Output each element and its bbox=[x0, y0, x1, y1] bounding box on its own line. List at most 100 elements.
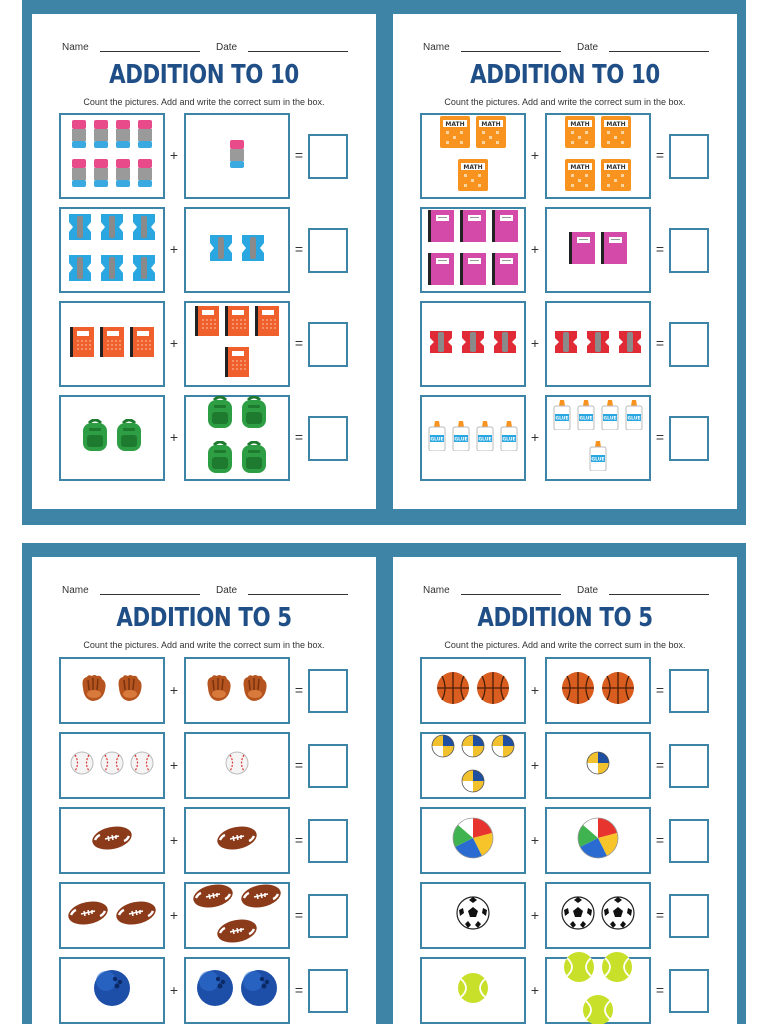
answer-box[interactable] bbox=[669, 818, 709, 863]
tennis-ball-icon bbox=[563, 951, 595, 988]
plus-sign: + bbox=[530, 831, 540, 848]
right-picture-box bbox=[545, 207, 651, 293]
right-picture-box bbox=[545, 882, 651, 949]
plus-sign: + bbox=[169, 241, 179, 257]
answer-box[interactable] bbox=[669, 133, 709, 179]
left-picture-box bbox=[59, 807, 165, 874]
notebook-orange-icon bbox=[255, 306, 279, 341]
bowling-ball-icon bbox=[196, 969, 234, 1012]
svg-text:GLUE: GLUE bbox=[603, 416, 616, 422]
name-field[interactable] bbox=[461, 585, 561, 595]
right-picture-box bbox=[545, 807, 651, 874]
notebook-pink-icon bbox=[460, 210, 486, 247]
sharpener-blue-icon bbox=[208, 233, 234, 268]
baseball-icon bbox=[130, 751, 154, 780]
sharpener-blue-icon bbox=[67, 212, 93, 247]
notebook-pink-icon bbox=[492, 210, 518, 247]
answer-box[interactable] bbox=[308, 743, 348, 788]
football-icon bbox=[67, 901, 109, 930]
left-picture-box bbox=[420, 807, 526, 874]
glue-icon: GLUE bbox=[589, 441, 607, 476]
glue-icon: GLUE bbox=[577, 400, 595, 435]
answer-box[interactable] bbox=[669, 893, 709, 938]
right-picture-box bbox=[184, 882, 290, 949]
glue-icon: GLUE bbox=[553, 400, 571, 435]
worksheet-addition-to-5-right: Name Date ADDITION TO 5 Count the pictures.… bbox=[393, 557, 737, 1024]
name-field[interactable] bbox=[461, 42, 561, 52]
plus-sign: + bbox=[169, 906, 179, 923]
sheet-title: ADDITION TO 5 bbox=[116, 603, 292, 633]
plus-sign: + bbox=[169, 981, 179, 998]
answer-box[interactable] bbox=[308, 133, 348, 179]
notebook-orange-icon bbox=[70, 326, 94, 362]
beach-ball-icon bbox=[452, 817, 494, 864]
beach-ball-icon bbox=[577, 817, 619, 864]
date-field[interactable] bbox=[609, 42, 709, 52]
notebook-pink-icon bbox=[428, 253, 454, 290]
sharpener-blue-icon bbox=[99, 212, 125, 247]
basketball-icon bbox=[436, 671, 470, 710]
basketball-icon bbox=[476, 671, 510, 710]
plus-sign: + bbox=[169, 335, 179, 351]
baseball-glove-icon bbox=[115, 674, 145, 707]
plus-sign: + bbox=[169, 831, 179, 848]
answer-box[interactable] bbox=[669, 227, 709, 273]
answer-box[interactable] bbox=[308, 968, 348, 1013]
answer-box[interactable] bbox=[308, 818, 348, 863]
right-picture-box bbox=[545, 732, 651, 799]
equals-sign: = bbox=[655, 241, 665, 257]
eraser-icon bbox=[71, 120, 87, 153]
svg-text:MATH: MATH bbox=[463, 164, 482, 171]
soccer-ball-icon bbox=[601, 896, 635, 935]
sharpener-red-icon bbox=[585, 329, 611, 360]
svg-text:GLUE: GLUE bbox=[555, 416, 568, 422]
baseball-glove-icon bbox=[79, 674, 109, 707]
instructions: Count the pictures. Add and write the co… bbox=[444, 97, 686, 107]
equals-sign: = bbox=[655, 681, 665, 698]
right-picture-box bbox=[184, 301, 290, 387]
equals-sign: = bbox=[294, 681, 304, 698]
sharpener-blue-icon bbox=[131, 212, 157, 247]
answer-box[interactable] bbox=[308, 321, 348, 367]
left-picture-box bbox=[59, 301, 165, 387]
worksheet-addition-to-10-left: Name Date ADDITION TO 10 Count the pictures… bbox=[32, 14, 376, 509]
sharpener-red-icon bbox=[460, 329, 486, 360]
eraser-icon bbox=[137, 159, 153, 192]
sheet-title: ADDITION TO 10 bbox=[470, 60, 660, 90]
volleyball-icon bbox=[431, 734, 455, 763]
equals-sign: = bbox=[294, 241, 304, 257]
answer-box[interactable] bbox=[669, 668, 709, 713]
sheet-title: ADDITION TO 5 bbox=[477, 603, 653, 633]
answer-box[interactable] bbox=[669, 321, 709, 367]
notebook-pink-icon bbox=[460, 253, 486, 290]
svg-text:GLUE: GLUE bbox=[591, 457, 604, 463]
name-field[interactable] bbox=[100, 42, 200, 52]
equals-sign: = bbox=[294, 981, 304, 998]
eraser-icon bbox=[229, 139, 245, 173]
date-field[interactable] bbox=[248, 42, 348, 52]
bowling-ball-icon bbox=[240, 969, 278, 1012]
baseball-icon bbox=[225, 751, 249, 780]
answer-box[interactable] bbox=[308, 668, 348, 713]
answer-box[interactable] bbox=[308, 415, 348, 461]
worksheet-addition-to-10-right: Name Date ADDITION TO 10 Count the pictures… bbox=[393, 14, 737, 509]
answer-box[interactable] bbox=[308, 893, 348, 938]
answer-box[interactable] bbox=[669, 743, 709, 788]
instructions: Count the pictures. Add and write the co… bbox=[83, 640, 325, 650]
name-field[interactable] bbox=[100, 585, 200, 595]
equals-sign: = bbox=[655, 147, 665, 163]
backpack-icon bbox=[206, 440, 234, 480]
equals-sign: = bbox=[655, 756, 665, 773]
name-label: Name bbox=[62, 42, 89, 53]
date-field[interactable] bbox=[248, 585, 348, 595]
football-icon bbox=[216, 918, 258, 948]
answer-box[interactable] bbox=[669, 415, 709, 461]
math-book-icon: MATH bbox=[476, 116, 506, 153]
svg-text:MATH: MATH bbox=[606, 121, 625, 128]
svg-text:GLUE: GLUE bbox=[627, 416, 640, 422]
plus-sign: + bbox=[530, 756, 540, 773]
date-field[interactable] bbox=[609, 585, 709, 595]
answer-box[interactable] bbox=[308, 227, 348, 273]
answer-box[interactable] bbox=[669, 968, 709, 1013]
eraser-icon bbox=[115, 159, 131, 192]
